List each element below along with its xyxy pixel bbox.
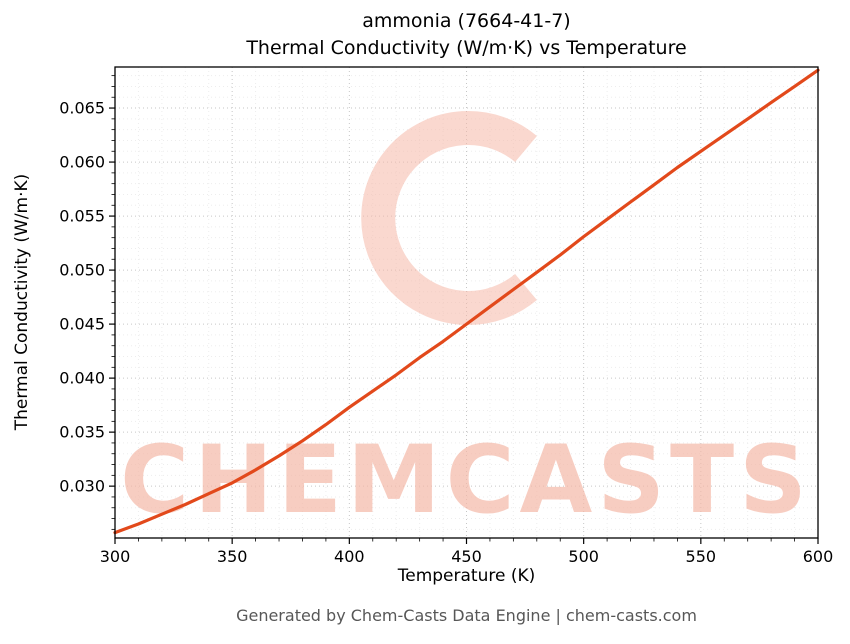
- chart-title: ammonia (7664-41-7) Thermal Conductivity…: [115, 8, 818, 62]
- data-line-thermal-conductivity: [113, 68, 820, 535]
- x-tick-label: 400: [334, 547, 365, 566]
- y-tick-label: 0.050: [59, 261, 105, 280]
- x-tick-label: 450: [451, 547, 482, 566]
- y-axis-label: Thermal Conductivity (W/m·K): [12, 173, 32, 431]
- footer-credit: Generated by Chem-Casts Data Engine | ch…: [236, 606, 697, 625]
- x-axis-label: Temperature (K): [397, 566, 536, 586]
- plot-area: CHEMCASTS 300 350 400 450 500 550 600 0.030 0.035…: [59, 66, 834, 566]
- watermark-text: CHEMCASTS: [120, 426, 812, 535]
- y-tick-label: 0.040: [59, 369, 105, 388]
- y-tick-label: 0.030: [59, 477, 105, 496]
- watermark-logo-c: [361, 111, 537, 325]
- y-tick-label: 0.035: [59, 423, 105, 442]
- x-tick-label: 500: [568, 547, 599, 566]
- y-tick-label: 0.060: [59, 153, 105, 172]
- x-tick-label: 600: [803, 547, 834, 566]
- chart-title-line1: ammonia (7664-41-7): [362, 10, 571, 32]
- y-tick-label: 0.065: [59, 99, 105, 118]
- y-tick-label: 0.055: [59, 207, 105, 226]
- x-tick-label: 550: [686, 547, 717, 566]
- chart-title-line2: Thermal Conductivity (W/m·K) vs Temperat…: [246, 37, 687, 59]
- y-tick-label: 0.045: [59, 315, 105, 334]
- x-tick-label: 300: [100, 547, 131, 566]
- x-tick-label: 350: [217, 547, 248, 566]
